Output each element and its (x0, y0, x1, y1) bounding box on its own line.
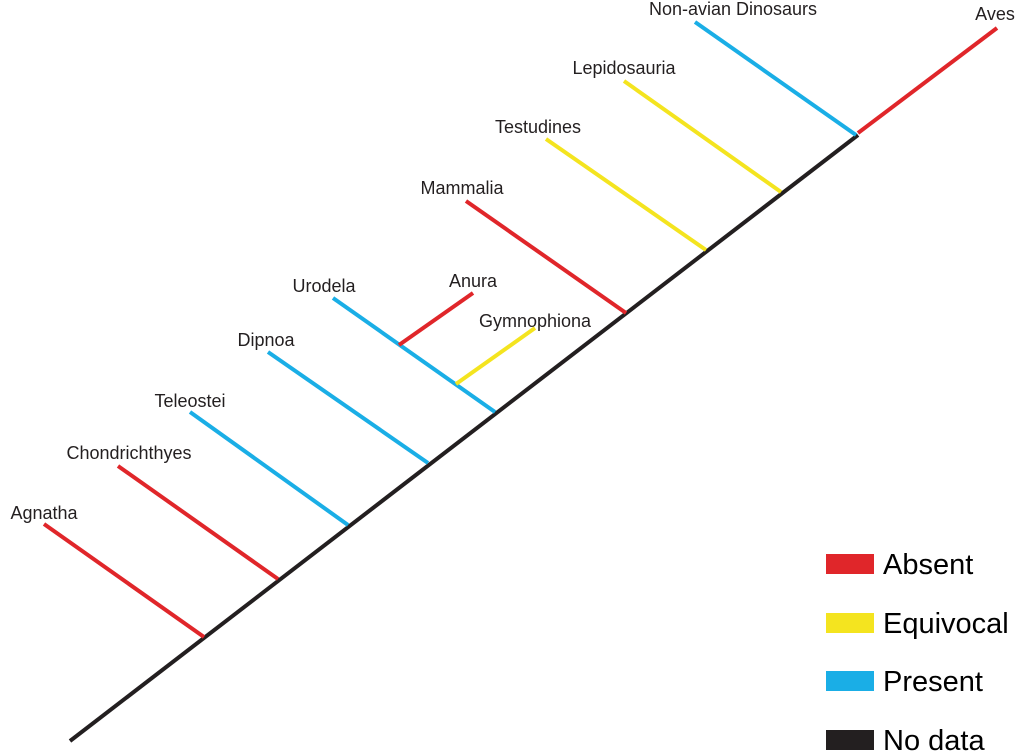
taxon-label-non-avian-dinosaurs: Non-avian Dinosaurs (649, 0, 817, 19)
legend-label-absent: Absent (883, 549, 973, 581)
branch-chondrichthyes (116, 464, 280, 581)
taxon-label-gymnophiona: Gymnophiona (479, 311, 592, 331)
legend-swatch-absent (826, 554, 874, 574)
label-layer: Agnatha Chondrichthyes Teleostei Dipnoa Urod… (10, 0, 1014, 523)
branch-lepidosauria (622, 79, 783, 194)
legend: Absent Equivocal Present No data (826, 549, 1009, 752)
branch-non-avian-dinosaurs (693, 20, 858, 137)
branch-anura (397, 291, 475, 347)
taxon-label-anura: Anura (449, 271, 498, 291)
taxon-label-chondrichthyes: Chondrichthyes (66, 443, 191, 463)
branch-teleostei (188, 410, 350, 527)
taxon-label-testudines: Testudines (495, 117, 581, 137)
backbone-branch (68, 133, 860, 743)
branch-dipnoa (266, 350, 430, 465)
legend-label-equivocal: Equivocal (883, 608, 1009, 640)
taxon-label-dipnoa: Dipnoa (237, 330, 295, 350)
branch-testudines (544, 137, 708, 252)
taxon-label-urodela: Urodela (292, 276, 356, 296)
branch-mammalia (464, 199, 628, 315)
taxon-label-agnatha: Agnatha (10, 503, 78, 523)
legend-label-present: Present (883, 666, 983, 698)
taxon-label-aves: Aves (975, 4, 1015, 24)
taxon-label-lepidosauria: Lepidosauria (572, 58, 676, 78)
legend-swatch-equivocal (826, 613, 874, 633)
branch-aves (856, 26, 999, 135)
legend-swatch-present (826, 671, 874, 691)
legend-swatch-no-data (826, 730, 874, 750)
branch-gymnophiona (454, 326, 537, 386)
legend-label-no-data: No data (883, 725, 985, 752)
taxon-label-teleostei: Teleostei (154, 391, 225, 411)
branch-layer (42, 20, 999, 743)
branch-agnatha (42, 522, 206, 639)
branch-urodela (331, 296, 497, 414)
taxon-label-mammalia: Mammalia (420, 178, 504, 198)
